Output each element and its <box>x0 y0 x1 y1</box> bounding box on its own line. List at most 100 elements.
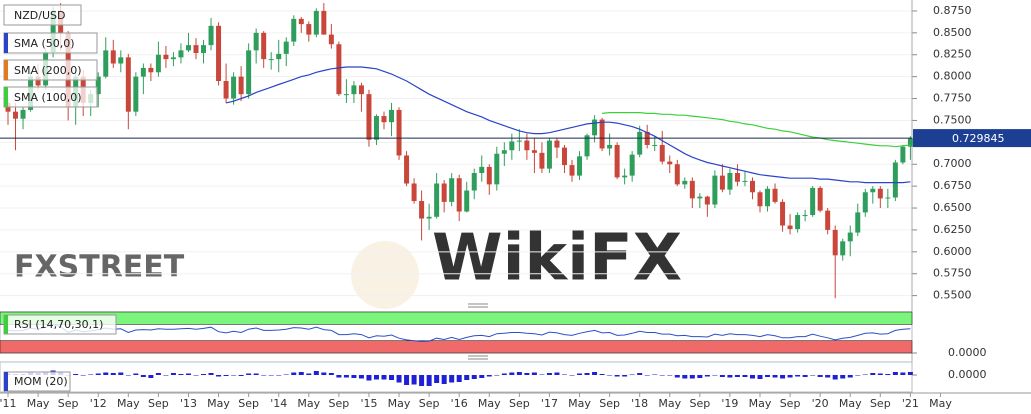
momentum-bar <box>343 375 349 378</box>
momentum-bar <box>855 375 861 376</box>
candle-body <box>298 18 304 25</box>
sma-line <box>602 112 911 148</box>
momentum-bar <box>554 372 560 375</box>
candle-body <box>328 34 334 45</box>
watermark: WikiFX <box>432 222 682 296</box>
momentum-bar <box>351 375 357 378</box>
momentum-bar <box>787 375 793 378</box>
momentum-bar <box>419 375 425 386</box>
momentum-bar <box>449 375 455 383</box>
momentum-bar <box>652 374 658 375</box>
candle-body <box>471 172 477 191</box>
momentum-bar <box>321 372 327 375</box>
candle-body <box>261 32 267 60</box>
candle-body <box>155 54 161 73</box>
candle-body <box>441 183 447 202</box>
y-tick-label: 0.8250 <box>933 48 972 61</box>
momentum-bar <box>592 372 598 375</box>
candle-body <box>907 138 913 147</box>
momentum-bar <box>719 375 725 377</box>
momentum-bar <box>810 375 816 376</box>
momentum-bar <box>328 373 334 375</box>
candle-body <box>855 212 861 233</box>
momentum-bar <box>110 373 116 375</box>
candle-body <box>253 32 259 51</box>
candle-body <box>682 180 688 185</box>
momentum-bar <box>88 374 94 375</box>
candle-body <box>343 94 349 96</box>
x-tick-label: Sep <box>148 397 169 410</box>
momentum-bar <box>742 375 748 377</box>
x-tick-label: '13 <box>180 397 197 410</box>
momentum-bar <box>689 375 695 379</box>
x-tick-label: May <box>388 397 411 410</box>
momentum-bar <box>276 375 282 376</box>
candle-body <box>50 10 56 53</box>
momentum-bar <box>757 375 763 379</box>
candle-body <box>216 25 222 82</box>
momentum-bar <box>178 374 184 375</box>
legend-swatch <box>4 372 8 391</box>
momentum-bar <box>163 375 169 376</box>
candle-body <box>757 192 763 207</box>
momentum-bar <box>80 375 86 376</box>
candle-body <box>494 153 500 185</box>
candle-body <box>125 57 131 112</box>
momentum-bar <box>313 371 319 375</box>
candle-body <box>358 85 364 95</box>
candle-body <box>486 166 492 185</box>
momentum-bar <box>246 373 252 375</box>
candle-body <box>231 76 237 99</box>
candle-body <box>479 166 485 173</box>
momentum-bar <box>862 374 868 375</box>
candle-body <box>584 135 590 157</box>
momentum-bar <box>561 374 567 375</box>
candle-body <box>592 119 598 136</box>
candle-body <box>396 109 402 156</box>
momentum-bar <box>516 372 522 375</box>
y-tick-label: 0.0000 <box>948 368 987 381</box>
x-tick-label: May <box>568 397 591 410</box>
legend-swatch <box>4 60 8 80</box>
y-tick-label: 0.6000 <box>933 245 972 258</box>
legend-label: NZD/USD <box>14 9 65 22</box>
candle-body <box>373 116 379 140</box>
legend-label: SMA (200,0) <box>14 64 82 77</box>
sma-line <box>225 66 911 184</box>
momentum-bar <box>832 375 838 380</box>
candle-body <box>892 162 898 198</box>
momentum-bar <box>734 375 740 377</box>
x-tick-label: '20 <box>812 397 829 410</box>
momentum-bar <box>125 375 131 376</box>
momentum-bar <box>772 375 778 378</box>
candle-body <box>810 187 816 216</box>
momentum-bar <box>103 372 109 375</box>
watermark-logo <box>351 241 419 309</box>
panel-handles <box>468 303 488 360</box>
momentum-bar <box>185 373 191 375</box>
x-tick-label: '21 <box>902 397 919 410</box>
candle-body <box>336 44 342 95</box>
momentum-bar <box>892 372 898 375</box>
candle-body <box>268 59 274 61</box>
candle-body <box>389 109 395 123</box>
momentum-bar <box>847 375 853 378</box>
x-tick-label: May <box>839 397 862 410</box>
x-tick-label: Sep <box>599 397 620 410</box>
momentum-bar <box>644 375 650 376</box>
candle-body <box>246 50 252 95</box>
momentum-bar <box>900 372 906 375</box>
momentum-bar <box>231 375 237 376</box>
momentum-bar <box>291 372 297 375</box>
candle-body <box>35 76 41 86</box>
momentum-bar <box>336 375 342 378</box>
momentum-bar <box>306 373 312 375</box>
candle-body <box>847 232 853 242</box>
candle-body <box>13 111 19 119</box>
momentum-bar <box>118 372 124 375</box>
legend-label: RSI (14,70,30,1) <box>14 318 103 331</box>
candle-body <box>95 76 101 95</box>
momentum-bar <box>148 375 154 378</box>
momentum-bar <box>697 375 703 378</box>
